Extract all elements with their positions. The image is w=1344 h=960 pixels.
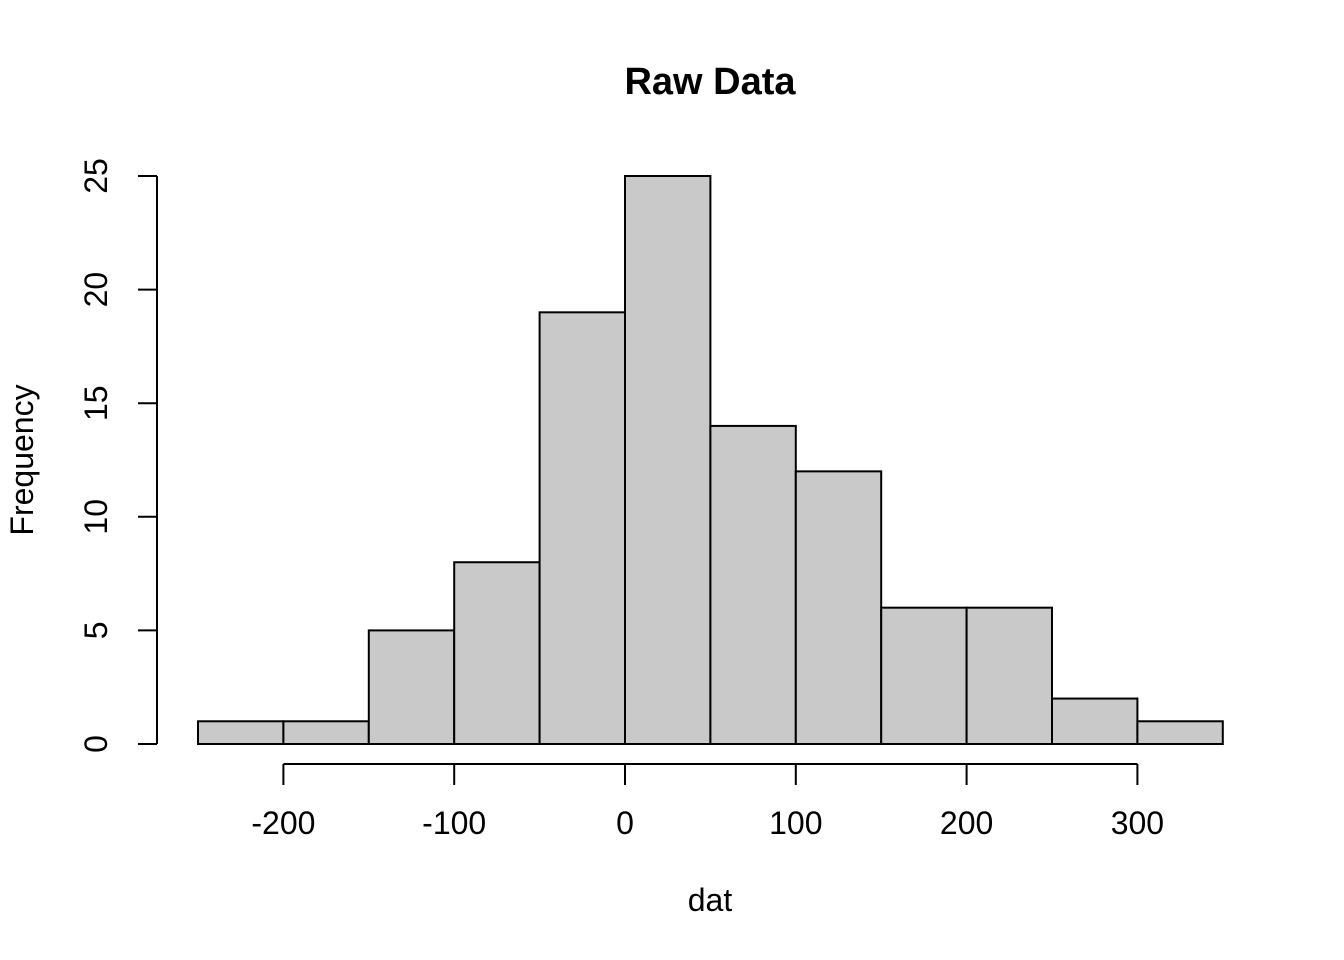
histogram-bar <box>965 606 1053 745</box>
y-tick-label: 15 <box>78 385 114 421</box>
y-axis: 0 5 10 15 20 25 <box>78 158 158 753</box>
histogram-bar <box>880 606 968 745</box>
histogram-bar <box>1136 720 1224 746</box>
histogram-bar <box>1051 697 1139 745</box>
x-tick-label: 300 <box>1111 805 1164 841</box>
y-tick-label: 5 <box>78 622 114 640</box>
y-tick-label: 20 <box>78 272 114 308</box>
histogram-bar <box>538 311 626 745</box>
x-tick-label: 100 <box>769 805 822 841</box>
x-axis: -200 -100 0 100 200 300 <box>251 763 1164 841</box>
histogram-bar <box>197 720 285 746</box>
bars-group <box>197 175 1224 746</box>
chart-title: Raw Data <box>624 61 796 103</box>
y-tick-label: 0 <box>78 735 114 753</box>
histogram-bar <box>709 424 797 745</box>
x-tick-label: 200 <box>940 805 993 841</box>
y-axis-label: Frequency <box>4 384 40 535</box>
y-tick-label: 10 <box>78 499 114 535</box>
histogram-bar <box>282 720 370 746</box>
histogram-bar <box>367 629 456 746</box>
x-tick-label: -100 <box>422 805 486 841</box>
histogram-bar <box>624 175 712 745</box>
x-tick-label: 0 <box>616 805 634 841</box>
y-tick-label: 25 <box>78 158 114 194</box>
x-axis-label: dat <box>688 882 733 918</box>
histogram-bar <box>453 561 541 745</box>
x-tick-label: -200 <box>251 805 315 841</box>
histogram-bar <box>794 470 883 745</box>
